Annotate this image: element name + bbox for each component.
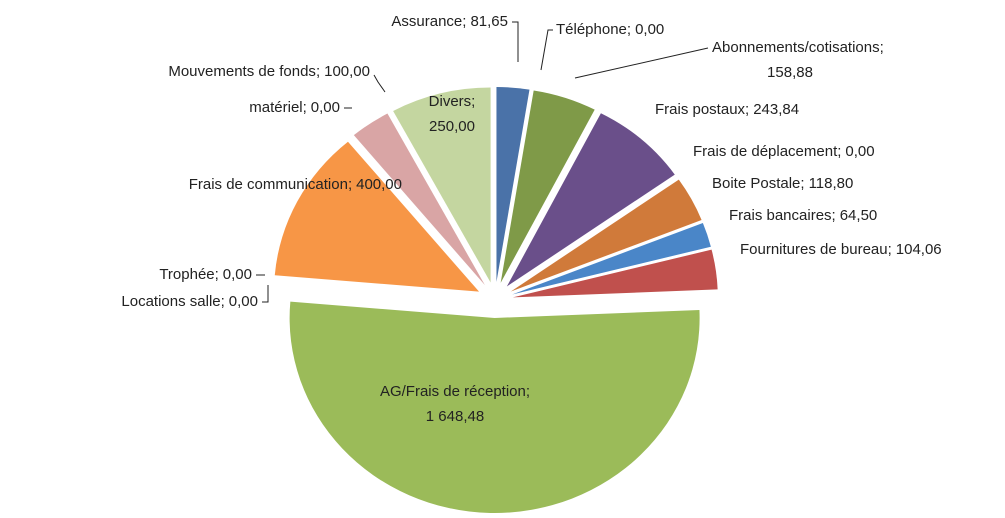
label-category: Frais bancaires [729, 207, 832, 224]
label-category: AG/Frais de réception [380, 383, 526, 400]
data-label: Trophée; 0,00 [159, 266, 252, 283]
label-category: Fournitures de bureau [740, 241, 888, 258]
pie-slice [500, 90, 595, 283]
data-label: AG/Frais de réception; 1 648,48 [380, 383, 530, 425]
data-label: Frais bancaires; 64,50 [729, 207, 877, 224]
data-label: Téléphone; 0,00 [556, 21, 664, 38]
pie-slice [289, 301, 700, 513]
label-value: 104,06 [896, 241, 942, 258]
pie-slice [393, 87, 491, 283]
data-label: Frais de communication; 400,00 [189, 176, 402, 193]
label-value: 0,00 [635, 21, 664, 38]
label-value: 243,84 [753, 101, 799, 118]
label-value: 100,00 [324, 63, 370, 80]
pie-slice [510, 179, 702, 292]
label-value: 0,00 [229, 293, 258, 310]
pie-slice [506, 113, 675, 287]
label-category: Mouvements de fonds [168, 63, 316, 80]
label-category: Boite Postale [712, 175, 800, 192]
data-label: Mouvements de fonds; 100,00 [168, 63, 370, 80]
pie-slice [512, 249, 718, 298]
label-separator: ; [348, 176, 352, 193]
label-value: 1 648,48 [426, 408, 484, 425]
label-separator: ; [462, 13, 466, 30]
data-label: Divers; 250,00 [429, 93, 476, 135]
label-category: Abonnements/cotisations [712, 39, 880, 56]
label-category: Téléphone [556, 21, 627, 38]
label-separator: ; [303, 99, 307, 116]
data-label: Boite Postale; 118,80 [712, 175, 853, 192]
label-separator: ; [627, 21, 631, 38]
label-separator: ; [745, 101, 749, 118]
label-category: matériel [249, 99, 302, 116]
label-separator: ; [837, 143, 841, 160]
label-value: 118,80 [809, 175, 854, 192]
pie-slice [512, 222, 711, 295]
label-separator: ; [471, 93, 475, 110]
label-separator: ; [526, 383, 530, 400]
data-label: matériel; 0,00 [249, 99, 340, 116]
label-separator: ; [888, 241, 892, 258]
label-value: 0,00 [845, 143, 874, 160]
label-separator: ; [221, 293, 225, 310]
data-label: Abonnements/cotisations; 158,88 [712, 39, 884, 81]
data-label: Locations salle; 0,00 [121, 293, 258, 310]
label-separator: ; [316, 63, 320, 80]
label-separator: ; [215, 266, 219, 283]
leader-line [512, 21, 519, 62]
label-value: 250,00 [429, 118, 475, 135]
label-value: 64,50 [840, 207, 878, 224]
label-value: 0,00 [223, 266, 252, 283]
data-label: Frais postaux; 243,84 [655, 101, 799, 118]
label-value: 81,65 [470, 13, 508, 30]
label-category: Locations salle [121, 293, 220, 310]
pie-slice [274, 141, 480, 292]
label-separator: ; [800, 175, 804, 192]
label-separator: ; [880, 39, 884, 56]
label-category: Frais postaux [655, 101, 746, 118]
label-value: 400,00 [356, 176, 402, 193]
label-category: Frais de communication [189, 176, 348, 193]
leader-line [540, 29, 553, 71]
label-category: Divers [429, 93, 472, 110]
leader-line [373, 74, 386, 93]
label-category: Trophée [159, 266, 214, 283]
data-label: Fournitures de bureau; 104,06 [740, 241, 942, 258]
label-category: Frais de déplacement [693, 143, 838, 160]
label-category: Assurance [391, 13, 462, 30]
data-label: Frais de déplacement; 0,00 [693, 143, 875, 160]
data-label: Assurance; 81,65 [391, 13, 508, 30]
leader-line [574, 47, 709, 79]
pie-slice [353, 113, 485, 286]
label-separator: ; [832, 207, 836, 224]
leader-line [262, 285, 269, 303]
pie-slice [496, 87, 530, 283]
label-value: 158,88 [767, 64, 813, 81]
label-value: 0,00 [311, 99, 340, 116]
